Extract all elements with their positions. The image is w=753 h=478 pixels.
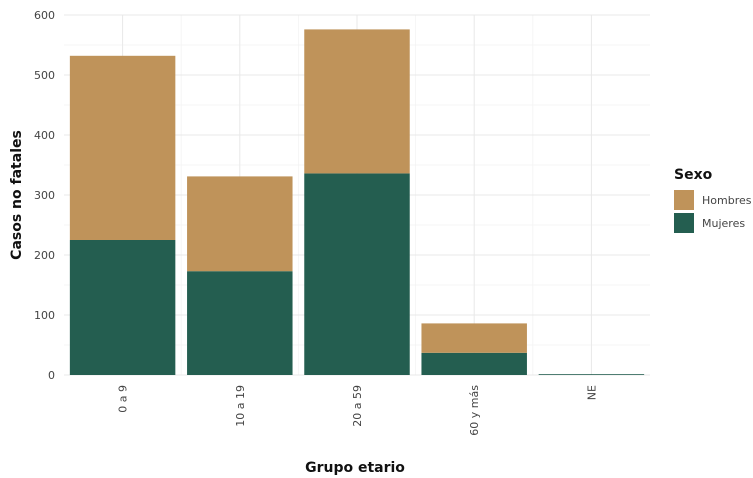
x-tick-label: 10 a 19 xyxy=(234,385,247,427)
y-axis-title: Casos no fatales xyxy=(9,130,25,260)
y-tick-label: 500 xyxy=(34,69,55,82)
x-tick-label: 0 a 9 xyxy=(117,385,130,413)
x-tick-label: 20 a 59 xyxy=(351,385,364,427)
legend-key-mujeres xyxy=(674,213,694,233)
legend-label-mujeres: Mujeres xyxy=(702,217,745,230)
y-tick-label: 0 xyxy=(48,369,55,382)
bar-segment-mujeres xyxy=(69,240,176,375)
y-tick-label: 100 xyxy=(34,309,55,322)
bar-segment-hombres xyxy=(69,55,176,240)
y-tick-label: 400 xyxy=(34,129,55,142)
bar-segment-hombres xyxy=(187,176,293,272)
x-tick-label: 60 y más xyxy=(468,385,481,436)
y-tick-label: 600 xyxy=(34,9,55,22)
bar-segment-hombres xyxy=(421,323,527,353)
legend: Sexo Hombres Mujeres xyxy=(674,167,752,233)
bar-segment-mujeres xyxy=(304,173,410,375)
y-axis-ticks: 0 100 200 300 400 500 600 xyxy=(34,9,55,382)
x-axis-ticks: 0 a 9 10 a 19 20 a 59 60 y más NE xyxy=(117,385,599,436)
y-tick-label: 300 xyxy=(34,189,55,202)
legend-key-hombres xyxy=(674,190,694,210)
x-axis-title: Grupo etario xyxy=(305,460,405,476)
x-tick-label: NE xyxy=(585,385,598,400)
bar-segment-mujeres xyxy=(538,374,645,375)
y-tick-label: 200 xyxy=(34,249,55,262)
legend-label-hombres: Hombres xyxy=(702,194,752,207)
bar-segment-mujeres xyxy=(421,352,527,375)
bar-segment-mujeres xyxy=(187,271,293,375)
legend-title: Sexo xyxy=(674,167,713,183)
bars xyxy=(69,29,645,375)
bar-segment-hombres xyxy=(304,29,410,174)
